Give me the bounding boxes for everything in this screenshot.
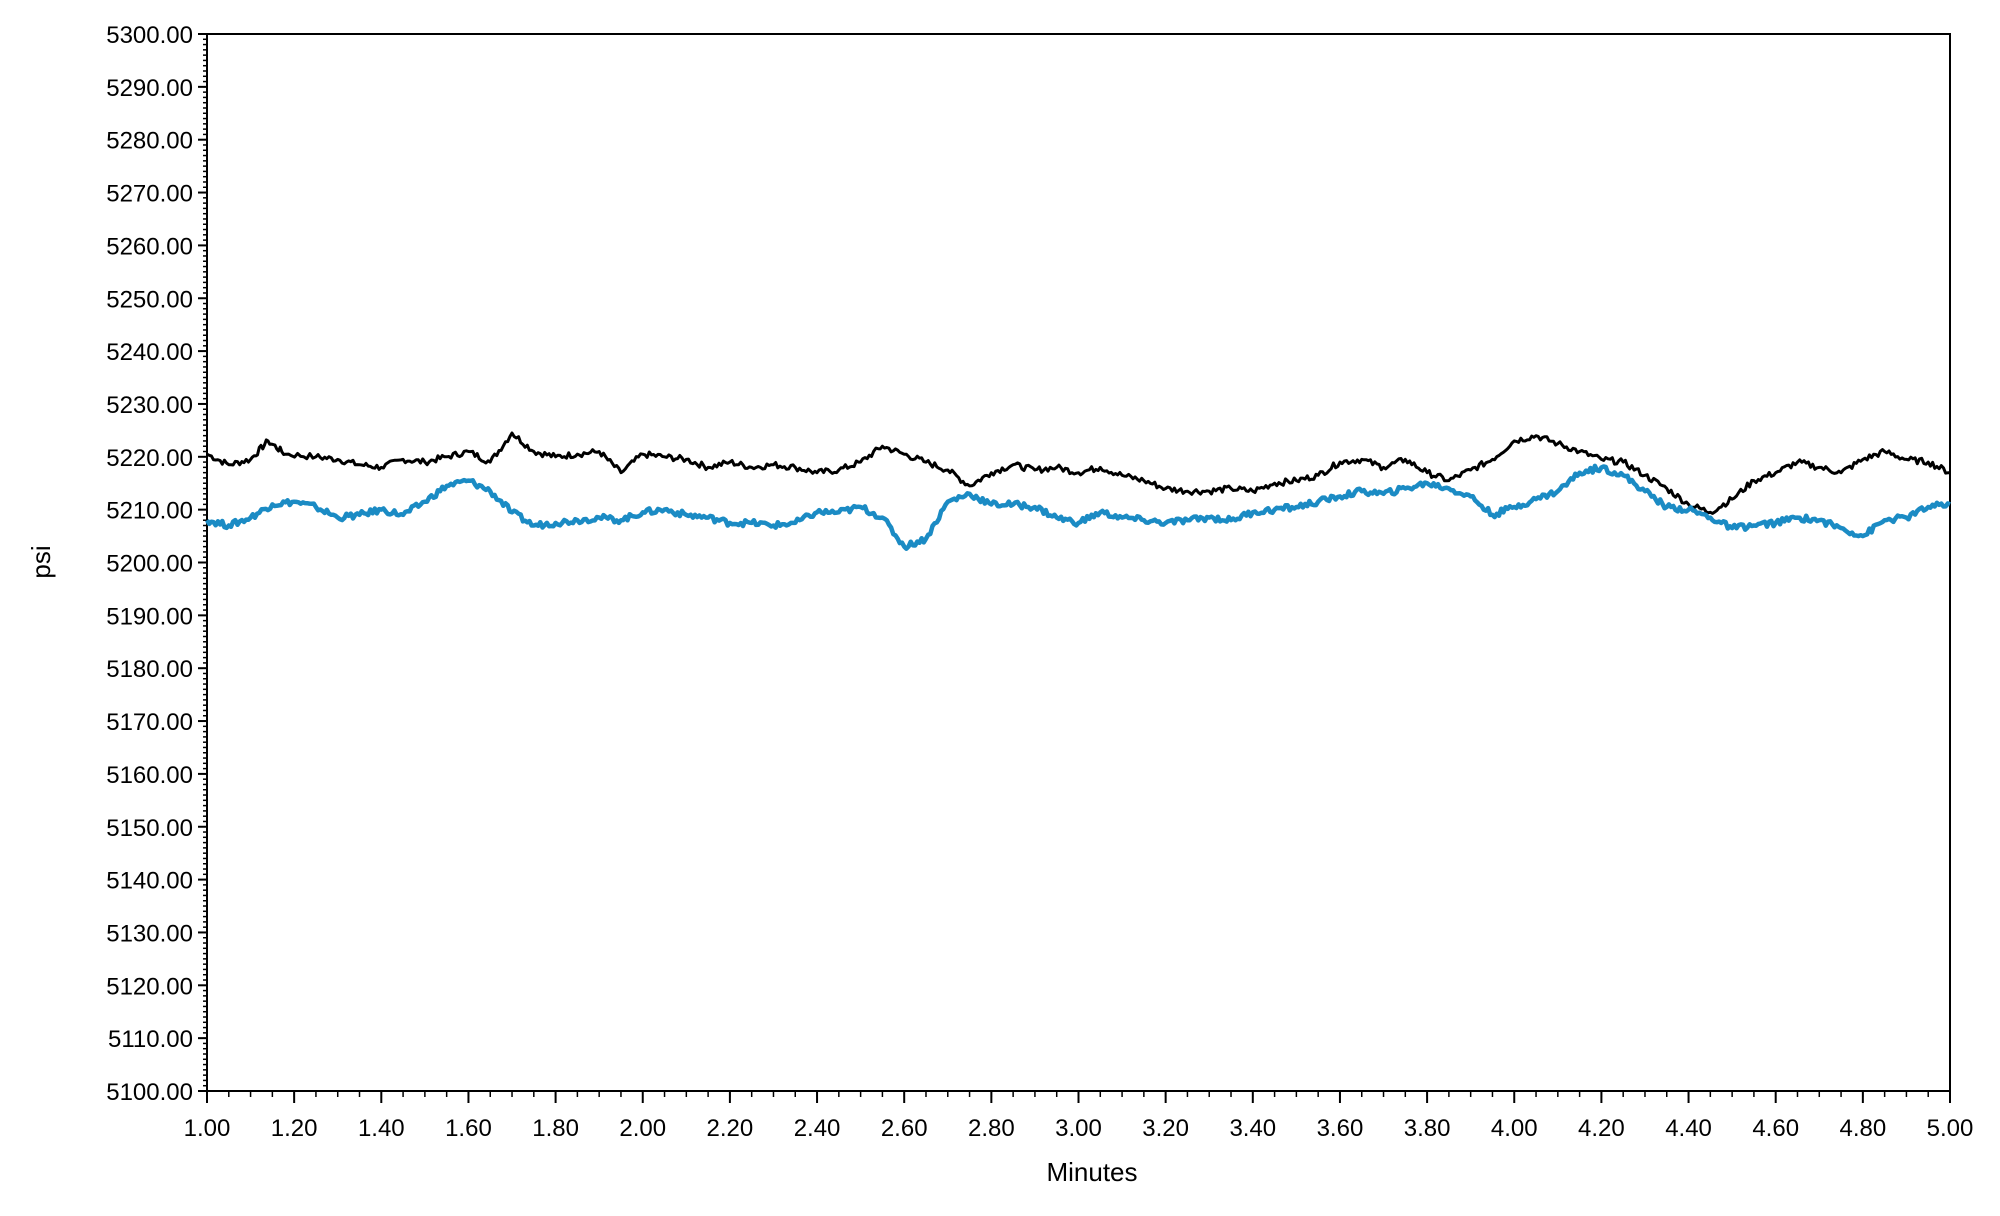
y-tick-label: 5140.00 — [106, 868, 193, 895]
plot-frame — [206, 33, 1951, 1092]
y-tick-label: 5280.00 — [106, 128, 193, 155]
y-tick-label: 5270.00 — [106, 181, 193, 208]
x-tick-label: 3.40 — [1229, 1115, 1276, 1142]
y-axis-title: psi — [26, 545, 56, 578]
x-axis-title: Minutes — [1046, 1157, 1137, 1187]
y-tick-label: 5230.00 — [106, 392, 193, 419]
x-tick-label: 4.60 — [1752, 1115, 1799, 1142]
y-tick-label: 5160.00 — [106, 762, 193, 789]
x-tick-label: 2.60 — [881, 1115, 928, 1142]
y-tick-label: 5180.00 — [106, 656, 193, 683]
x-tick-label: 3.80 — [1404, 1115, 1451, 1142]
x-tick-label: 2.40 — [794, 1115, 841, 1142]
y-tick-label: 5130.00 — [106, 920, 193, 947]
y-tick-label: 5190.00 — [106, 603, 193, 630]
x-tick-label: 2.00 — [619, 1115, 666, 1142]
x-tick-label: 1.20 — [271, 1115, 318, 1142]
y-tick-label: 5120.00 — [106, 973, 193, 1000]
y-tick-label: 5110.00 — [108, 1026, 193, 1053]
x-tick-label: 2.80 — [968, 1115, 1015, 1142]
series-line-1 — [206, 431, 1951, 515]
y-tick-label: 5210.00 — [106, 498, 193, 525]
x-tick-label: 3.60 — [1317, 1115, 1364, 1142]
series-line-2 — [205, 463, 1951, 551]
x-tick-label: 1.60 — [445, 1115, 492, 1142]
y-tick-label: 5200.00 — [106, 551, 193, 578]
y-axis-ticks: 5100.00 5110.00 5120.00 5130.00 5140.00 5150.… — [106, 22, 207, 1106]
x-tick-label: 5.00 — [1927, 1115, 1974, 1142]
x-tick-label: 4.20 — [1578, 1115, 1625, 1142]
x-tick-label: 3.20 — [1142, 1115, 1189, 1142]
y-minor-ticks — [203, 33, 207, 1092]
x-axis-ticks: 1.00 1.20 1.40 1.60 1.80 2.00 2.20 2.40 2.60 2.80… — [184, 1091, 1974, 1142]
y-tick-label: 5250.00 — [106, 286, 193, 313]
y-tick-label: 5240.00 — [106, 339, 193, 366]
x-tick-label: 1.40 — [358, 1115, 405, 1142]
y-tick-label: 5290.00 — [106, 75, 193, 102]
series-layer — [205, 431, 1951, 551]
y-tick-label: 5300.00 — [106, 22, 193, 49]
y-tick-label: 5260.00 — [106, 233, 193, 260]
y-tick-label: 5100.00 — [106, 1079, 193, 1106]
x-tick-label: 4.80 — [1839, 1115, 1886, 1142]
x-tick-label: 4.40 — [1665, 1115, 1712, 1142]
x-tick-label: 4.00 — [1491, 1115, 1538, 1142]
x-tick-label: 1.00 — [184, 1115, 231, 1142]
y-tick-label: 5150.00 — [106, 815, 193, 842]
x-tick-label: 2.20 — [707, 1115, 754, 1142]
x-tick-label: 3.00 — [1055, 1115, 1102, 1142]
x-tick-label: 1.80 — [532, 1115, 579, 1142]
y-tick-label: 5220.00 — [106, 445, 193, 472]
y-tick-label: 5170.00 — [106, 709, 193, 736]
